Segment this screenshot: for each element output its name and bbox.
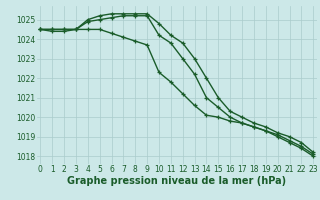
X-axis label: Graphe pression niveau de la mer (hPa): Graphe pression niveau de la mer (hPa)	[67, 176, 286, 186]
